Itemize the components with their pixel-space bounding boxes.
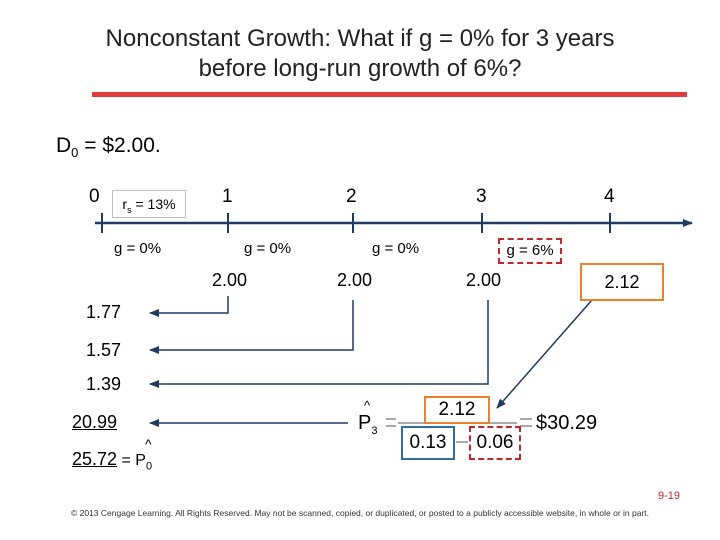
- formula-denominator-growth: 0.06: [469, 426, 521, 460]
- present-value-1: 1.77: [86, 302, 122, 322]
- hat-icon: ^: [145, 436, 152, 452]
- cash-flow-1: 2.00: [212, 270, 248, 290]
- growth-label-4: g = 6%: [498, 238, 562, 264]
- growth-label-2: g = 0%: [244, 240, 292, 257]
- price-p0-row: 25.72 = P0: [72, 449, 153, 473]
- cash-flow-3: 2.00: [466, 270, 502, 290]
- present-value-total: 25.72: [72, 449, 118, 469]
- period-label-0: 0: [89, 186, 100, 207]
- formula-numerator: 2.12: [424, 396, 490, 424]
- growth-label-1: g = 0%: [114, 240, 162, 257]
- pv-arrow-2: [149, 300, 354, 354]
- formula-result: $30.29: [536, 412, 598, 434]
- pv-arrow-1: [149, 296, 229, 317]
- present-value-2: 1.57: [86, 340, 122, 360]
- title-divider: [92, 92, 687, 97]
- present-value-3: 1.39: [86, 374, 122, 394]
- cash-flow-2: 2.00: [337, 270, 373, 290]
- formula-lhs: P3: [358, 412, 378, 437]
- period-label-1: 1: [222, 186, 233, 207]
- period-label-4: 4: [604, 186, 615, 207]
- period-label-2: 2: [346, 186, 357, 207]
- formula-denominator-rate: 0.13: [401, 426, 455, 460]
- period-label-3: 3: [476, 186, 487, 207]
- present-value-terminal: 20.99: [72, 412, 118, 432]
- cash-flow-4: 2.12: [580, 263, 664, 301]
- copyright-notice: © 2013 Cengage Learning. All Rights Rese…: [71, 508, 649, 518]
- slide-title-line-2: before long-run growth of 6%?: [198, 55, 522, 82]
- dividend-d0: D0 = $2.00.: [56, 134, 161, 161]
- required-return-label: rs = 13%: [112, 190, 186, 218]
- hat-icon-p3: ^: [364, 398, 371, 413]
- d4-to-formula-arrow: [496, 299, 593, 409]
- page-number: 9-19: [657, 490, 680, 502]
- growth-label-3: g = 0%: [372, 240, 420, 257]
- pv-arrow-3: [149, 300, 489, 388]
- slide-title-line-1: Nonconstant Growth: What if g = 0% for 3…: [105, 25, 615, 52]
